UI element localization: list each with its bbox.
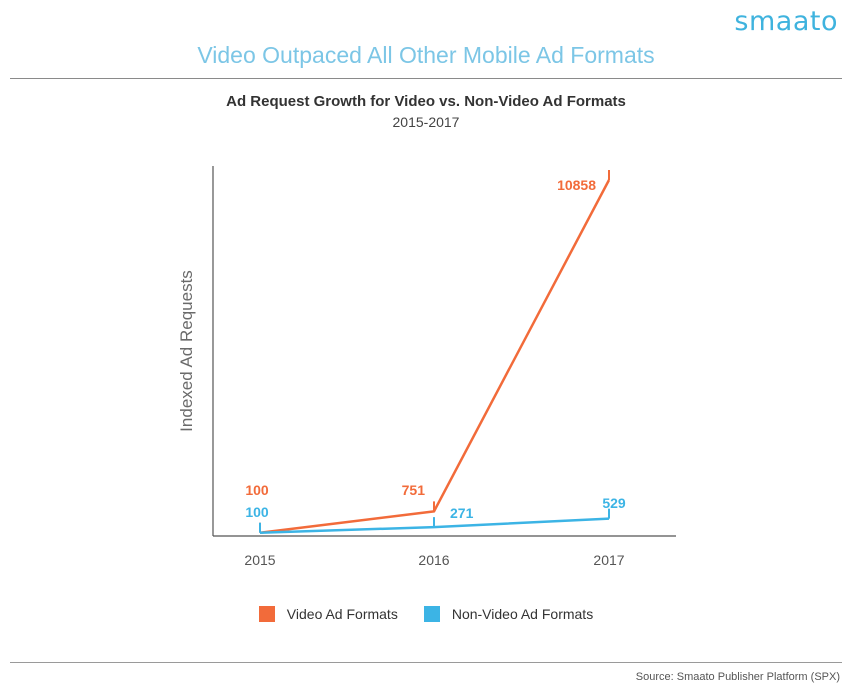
chart-title: Ad Request Growth for Video vs. Non-Vide… <box>226 93 626 110</box>
x-tick-label: 2017 <box>593 552 624 568</box>
legend-label-nonvideo: Non-Video Ad Formats <box>451 606 594 622</box>
legend-swatch-video <box>258 606 275 622</box>
series-line <box>259 179 611 534</box>
data-label: 100 <box>245 482 269 498</box>
page-headline: Video Outpaced All Other Mobile Ad Forma… <box>197 42 655 68</box>
chart-legend: Video Ad Formats Non-Video Ad Formats <box>0 606 852 622</box>
data-label: 271 <box>450 505 474 521</box>
data-label: 529 <box>602 495 626 511</box>
data-label: 100 <box>245 504 269 520</box>
bottom-divider <box>10 662 842 663</box>
data-label: 10858 <box>557 177 596 193</box>
source-note: Source: Smaato Publisher Platform (SPX) <box>635 671 840 683</box>
x-tick-label: 2016 <box>418 552 449 568</box>
chart-subtitle: 2015-2017 <box>392 114 460 130</box>
data-label: 751 <box>402 482 426 498</box>
smaato-logo: smaato <box>734 6 838 37</box>
top-divider <box>10 78 842 79</box>
legend-swatch-nonvideo <box>423 606 440 622</box>
legend-item-video: Video Ad Formats <box>258 606 398 622</box>
legend-label-video: Video Ad Formats <box>286 606 398 622</box>
x-tick-label: 2015 <box>244 552 275 568</box>
legend-item-nonvideo: Non-Video Ad Formats <box>423 606 594 622</box>
y-axis-label: Indexed Ad Requests <box>177 270 196 432</box>
